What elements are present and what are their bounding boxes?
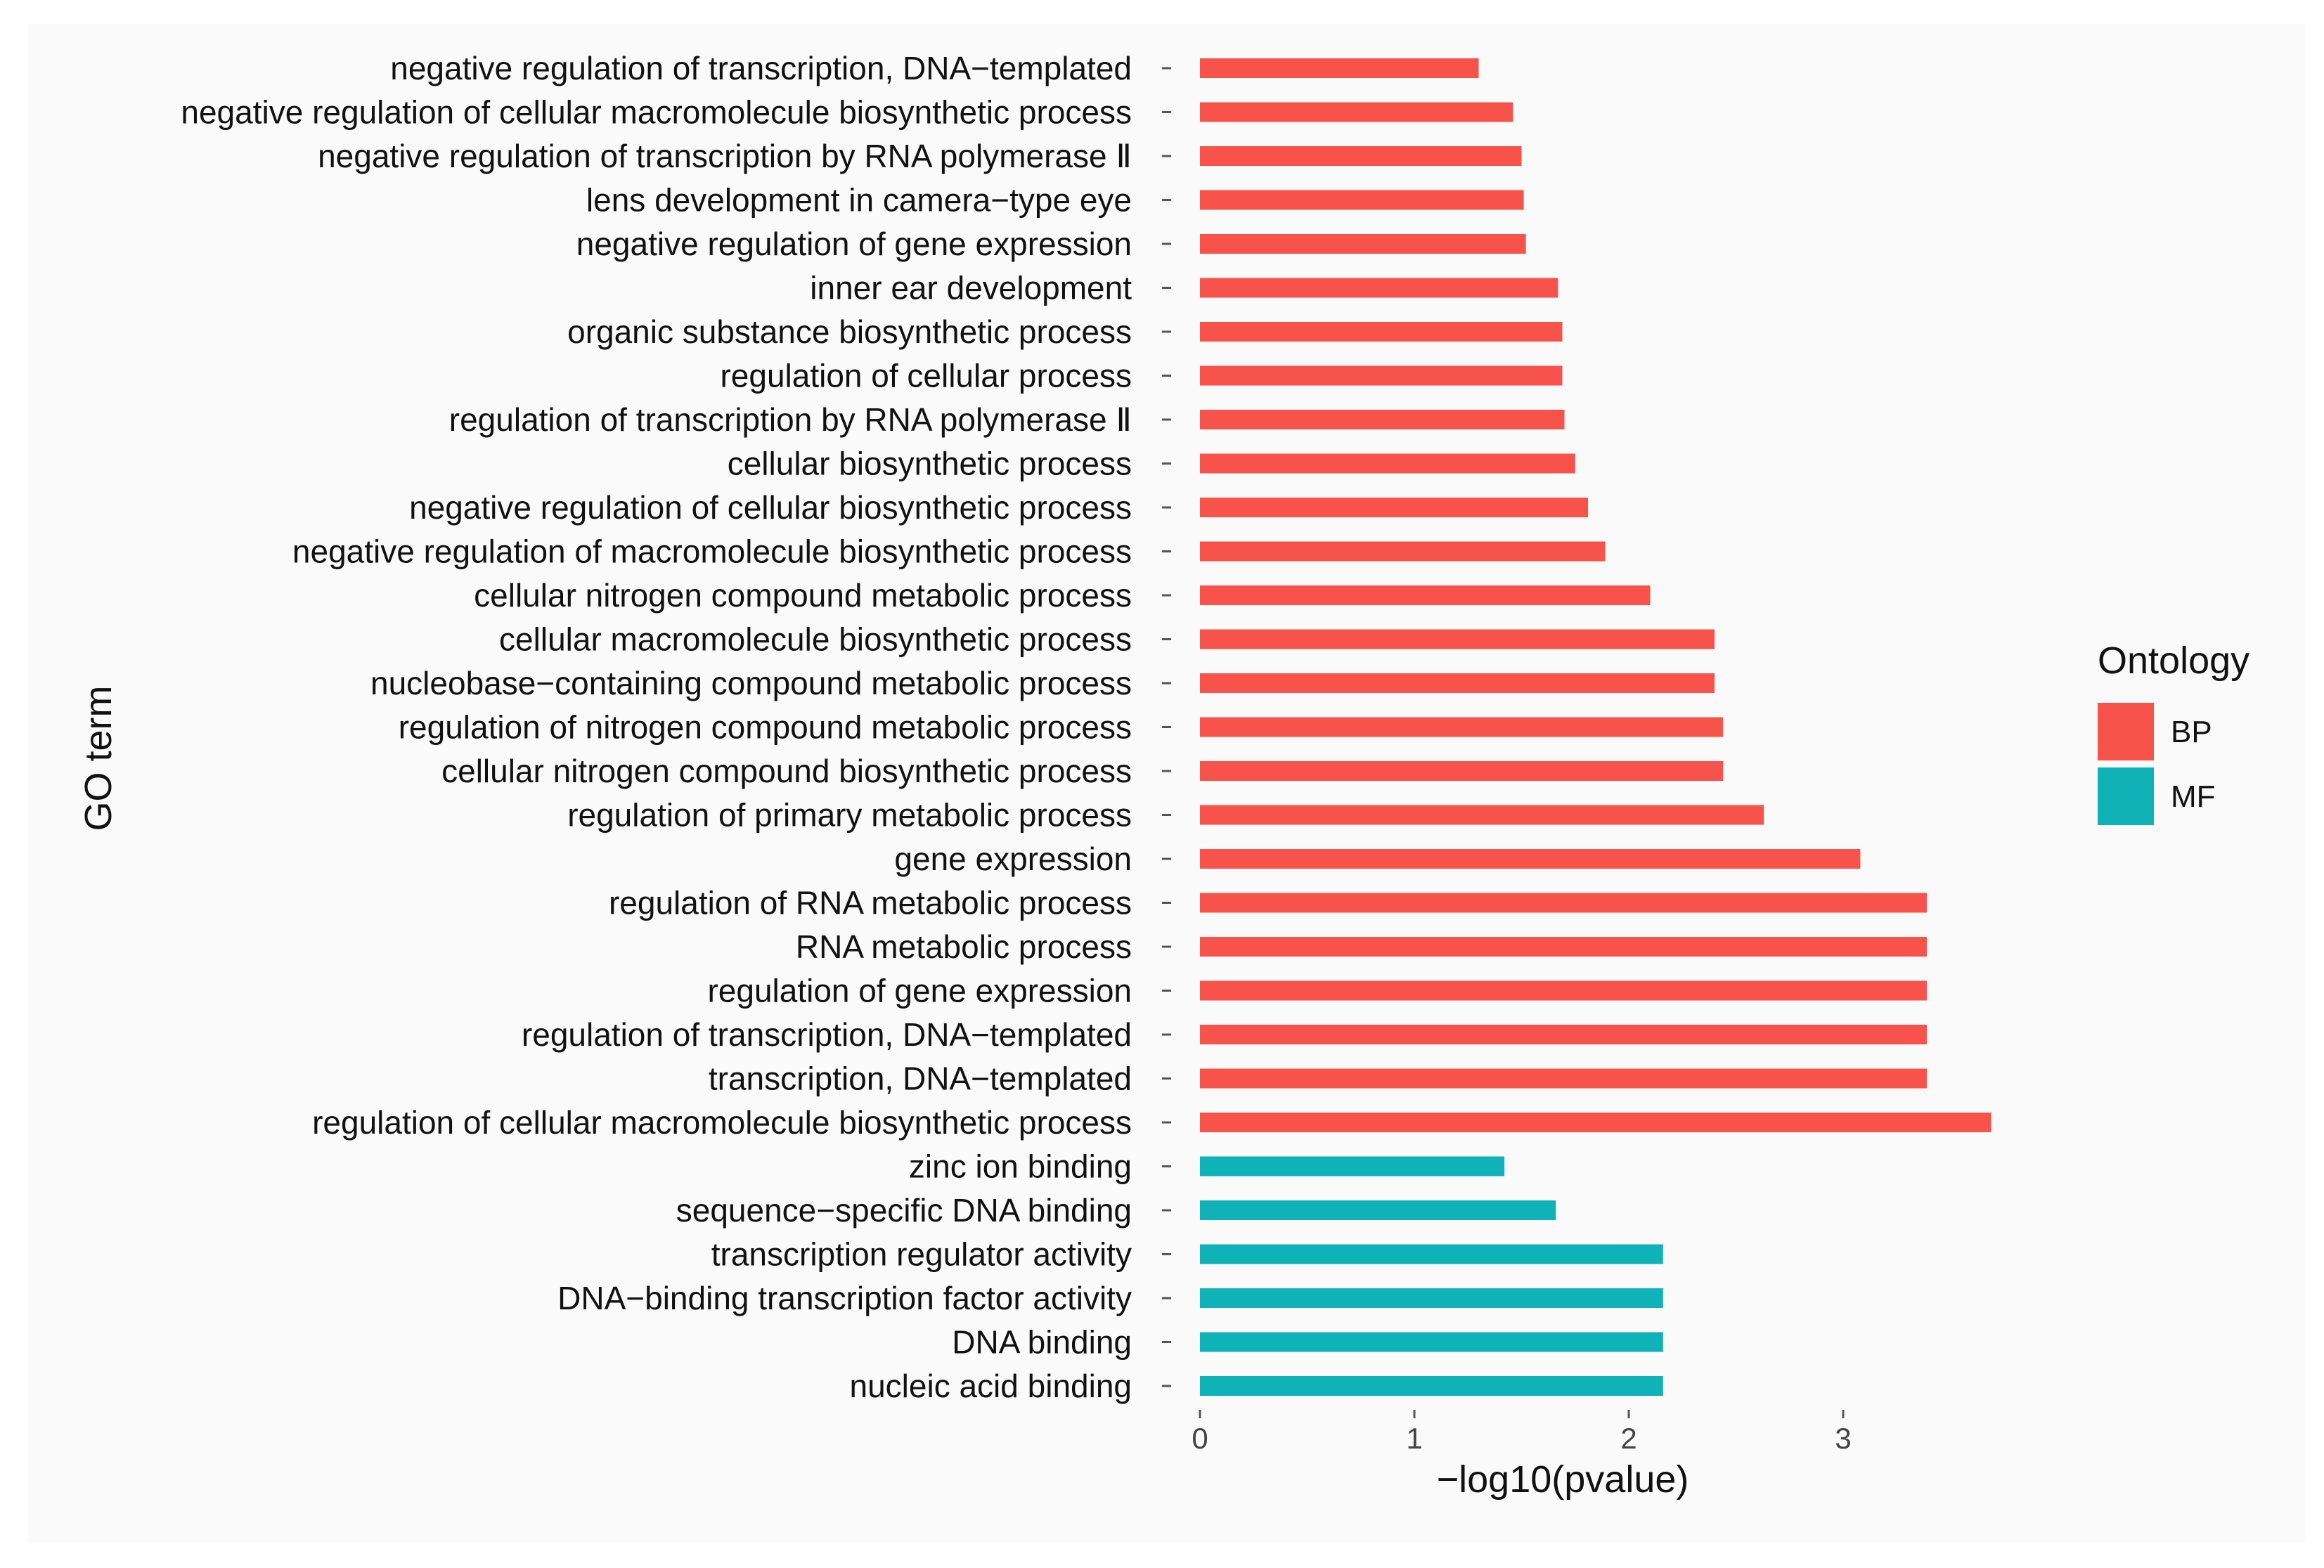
legend-swatch-bp [2098, 703, 2154, 760]
legend: Ontology BP MF [2098, 640, 2249, 825]
x-axis-title: −log10(pvalue) [1437, 1458, 1689, 1501]
bar-bp [1200, 673, 1715, 693]
legend-title: Ontology [2098, 640, 2249, 682]
category-label: cellular macromolecule biosynthetic proc… [499, 621, 1132, 658]
go-enrichment-bar-chart: 0 1 2 3 negative regulation of transcriptio… [77, 50, 2249, 1501]
category-label: regulation of transcription, DNA−templat… [522, 1016, 1132, 1053]
bar-bp [1200, 761, 1724, 781]
bar-bp [1200, 58, 1479, 78]
bar-mf [1200, 1376, 1663, 1396]
category-label: cellular nitrogen compound biosynthetic … [441, 753, 1132, 789]
bar-bp [1200, 1113, 1991, 1132]
bar-bp [1200, 278, 1558, 298]
category-label: DNA binding [952, 1324, 1132, 1361]
bar-bp [1200, 453, 1575, 474]
category-label: negative regulation of cellular biosynth… [409, 489, 1132, 526]
bar-mf [1200, 1288, 1663, 1308]
category-label: regulation of transcription by RNA polym… [449, 401, 1132, 438]
bars-layer [1200, 58, 1991, 1396]
bar-bp [1200, 585, 1651, 605]
category-label: cellular biosynthetic process [728, 446, 1132, 482]
bar-bp [1200, 849, 1861, 869]
ticks-layer: 0 1 2 3 [1162, 67, 1852, 1455]
bar-mf [1200, 1332, 1663, 1352]
bar-mf [1200, 1200, 1556, 1220]
category-label: transcription regulator activity [711, 1236, 1132, 1273]
bar-bp [1200, 146, 1522, 166]
category-label: regulation of cellular macromolecule bio… [312, 1104, 1132, 1141]
bar-bp [1200, 322, 1563, 342]
category-label: zinc ion binding [909, 1148, 1132, 1185]
bar-bp [1200, 541, 1606, 562]
bar-bp [1200, 717, 1724, 737]
category-label: nucleobase−containing compound metabolic… [370, 665, 1132, 701]
category-labels-layer: negative regulation of transcription, DN… [181, 50, 1132, 1404]
legend-swatch-mf [2098, 767, 2154, 825]
bar-bp [1200, 980, 1927, 1001]
bar-bp [1200, 805, 1764, 825]
category-label: regulation of gene expression [707, 973, 1132, 1009]
bar-bp [1200, 937, 1927, 957]
legend-entries: BP MF [2098, 703, 2216, 825]
category-label: DNA−binding transcription factor activit… [557, 1280, 1132, 1316]
bar-bp [1200, 629, 1715, 649]
chart-panel: 0 1 2 3 negative regulation of transcriptio… [28, 24, 2306, 1542]
bar-mf [1200, 1156, 1505, 1177]
category-label: regulation of nitrogen compound metaboli… [399, 709, 1132, 746]
bar-bp [1200, 893, 1927, 913]
x-tick-label: 3 [1835, 1422, 1851, 1455]
category-label: gene expression [894, 841, 1132, 877]
category-label: nucleic acid binding [850, 1368, 1132, 1404]
category-label: inner ear development [810, 270, 1132, 306]
category-label: sequence−specific DNA binding [676, 1192, 1132, 1229]
y-axis-title: GO term [77, 685, 120, 831]
legend-label-mf: MF [2171, 779, 2216, 814]
bar-bp [1200, 102, 1513, 122]
category-label: organic substance biosynthetic process [567, 313, 1132, 350]
bar-bp [1200, 498, 1589, 517]
category-label: lens development in camera−type eye [586, 182, 1132, 219]
category-label: negative regulation of transcription by … [318, 138, 1132, 174]
category-label: negative regulation of cellular macromol… [181, 94, 1132, 131]
category-label: negative regulation of gene expression [576, 226, 1132, 262]
category-label: regulation of RNA metabolic process [609, 885, 1132, 921]
category-label: cellular nitrogen compound metabolic pro… [474, 577, 1132, 614]
category-label: regulation of cellular process [720, 358, 1132, 394]
x-tick-label: 1 [1406, 1422, 1422, 1455]
category-label: transcription, DNA−templated [709, 1061, 1132, 1097]
bar-bp [1200, 1025, 1927, 1044]
bar-bp [1200, 190, 1524, 210]
bar-bp [1200, 410, 1565, 429]
category-label: negative regulation of transcription, DN… [390, 50, 1132, 86]
bar-bp [1200, 1068, 1927, 1089]
bar-bp [1200, 365, 1563, 386]
bar-bp [1200, 234, 1526, 254]
category-label: negative regulation of macromolecule bio… [292, 533, 1132, 570]
x-tick-label: 0 [1192, 1422, 1208, 1455]
category-label: RNA metabolic process [796, 928, 1132, 965]
x-tick-label: 2 [1620, 1422, 1637, 1455]
bar-mf [1200, 1244, 1663, 1264]
legend-label-bp: BP [2171, 715, 2212, 749]
category-label: regulation of primary metabolic process [567, 797, 1132, 834]
